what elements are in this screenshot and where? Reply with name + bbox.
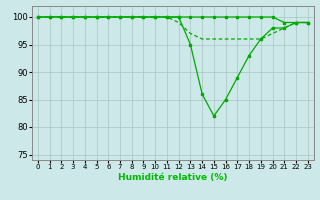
X-axis label: Humidité relative (%): Humidité relative (%) <box>118 173 228 182</box>
